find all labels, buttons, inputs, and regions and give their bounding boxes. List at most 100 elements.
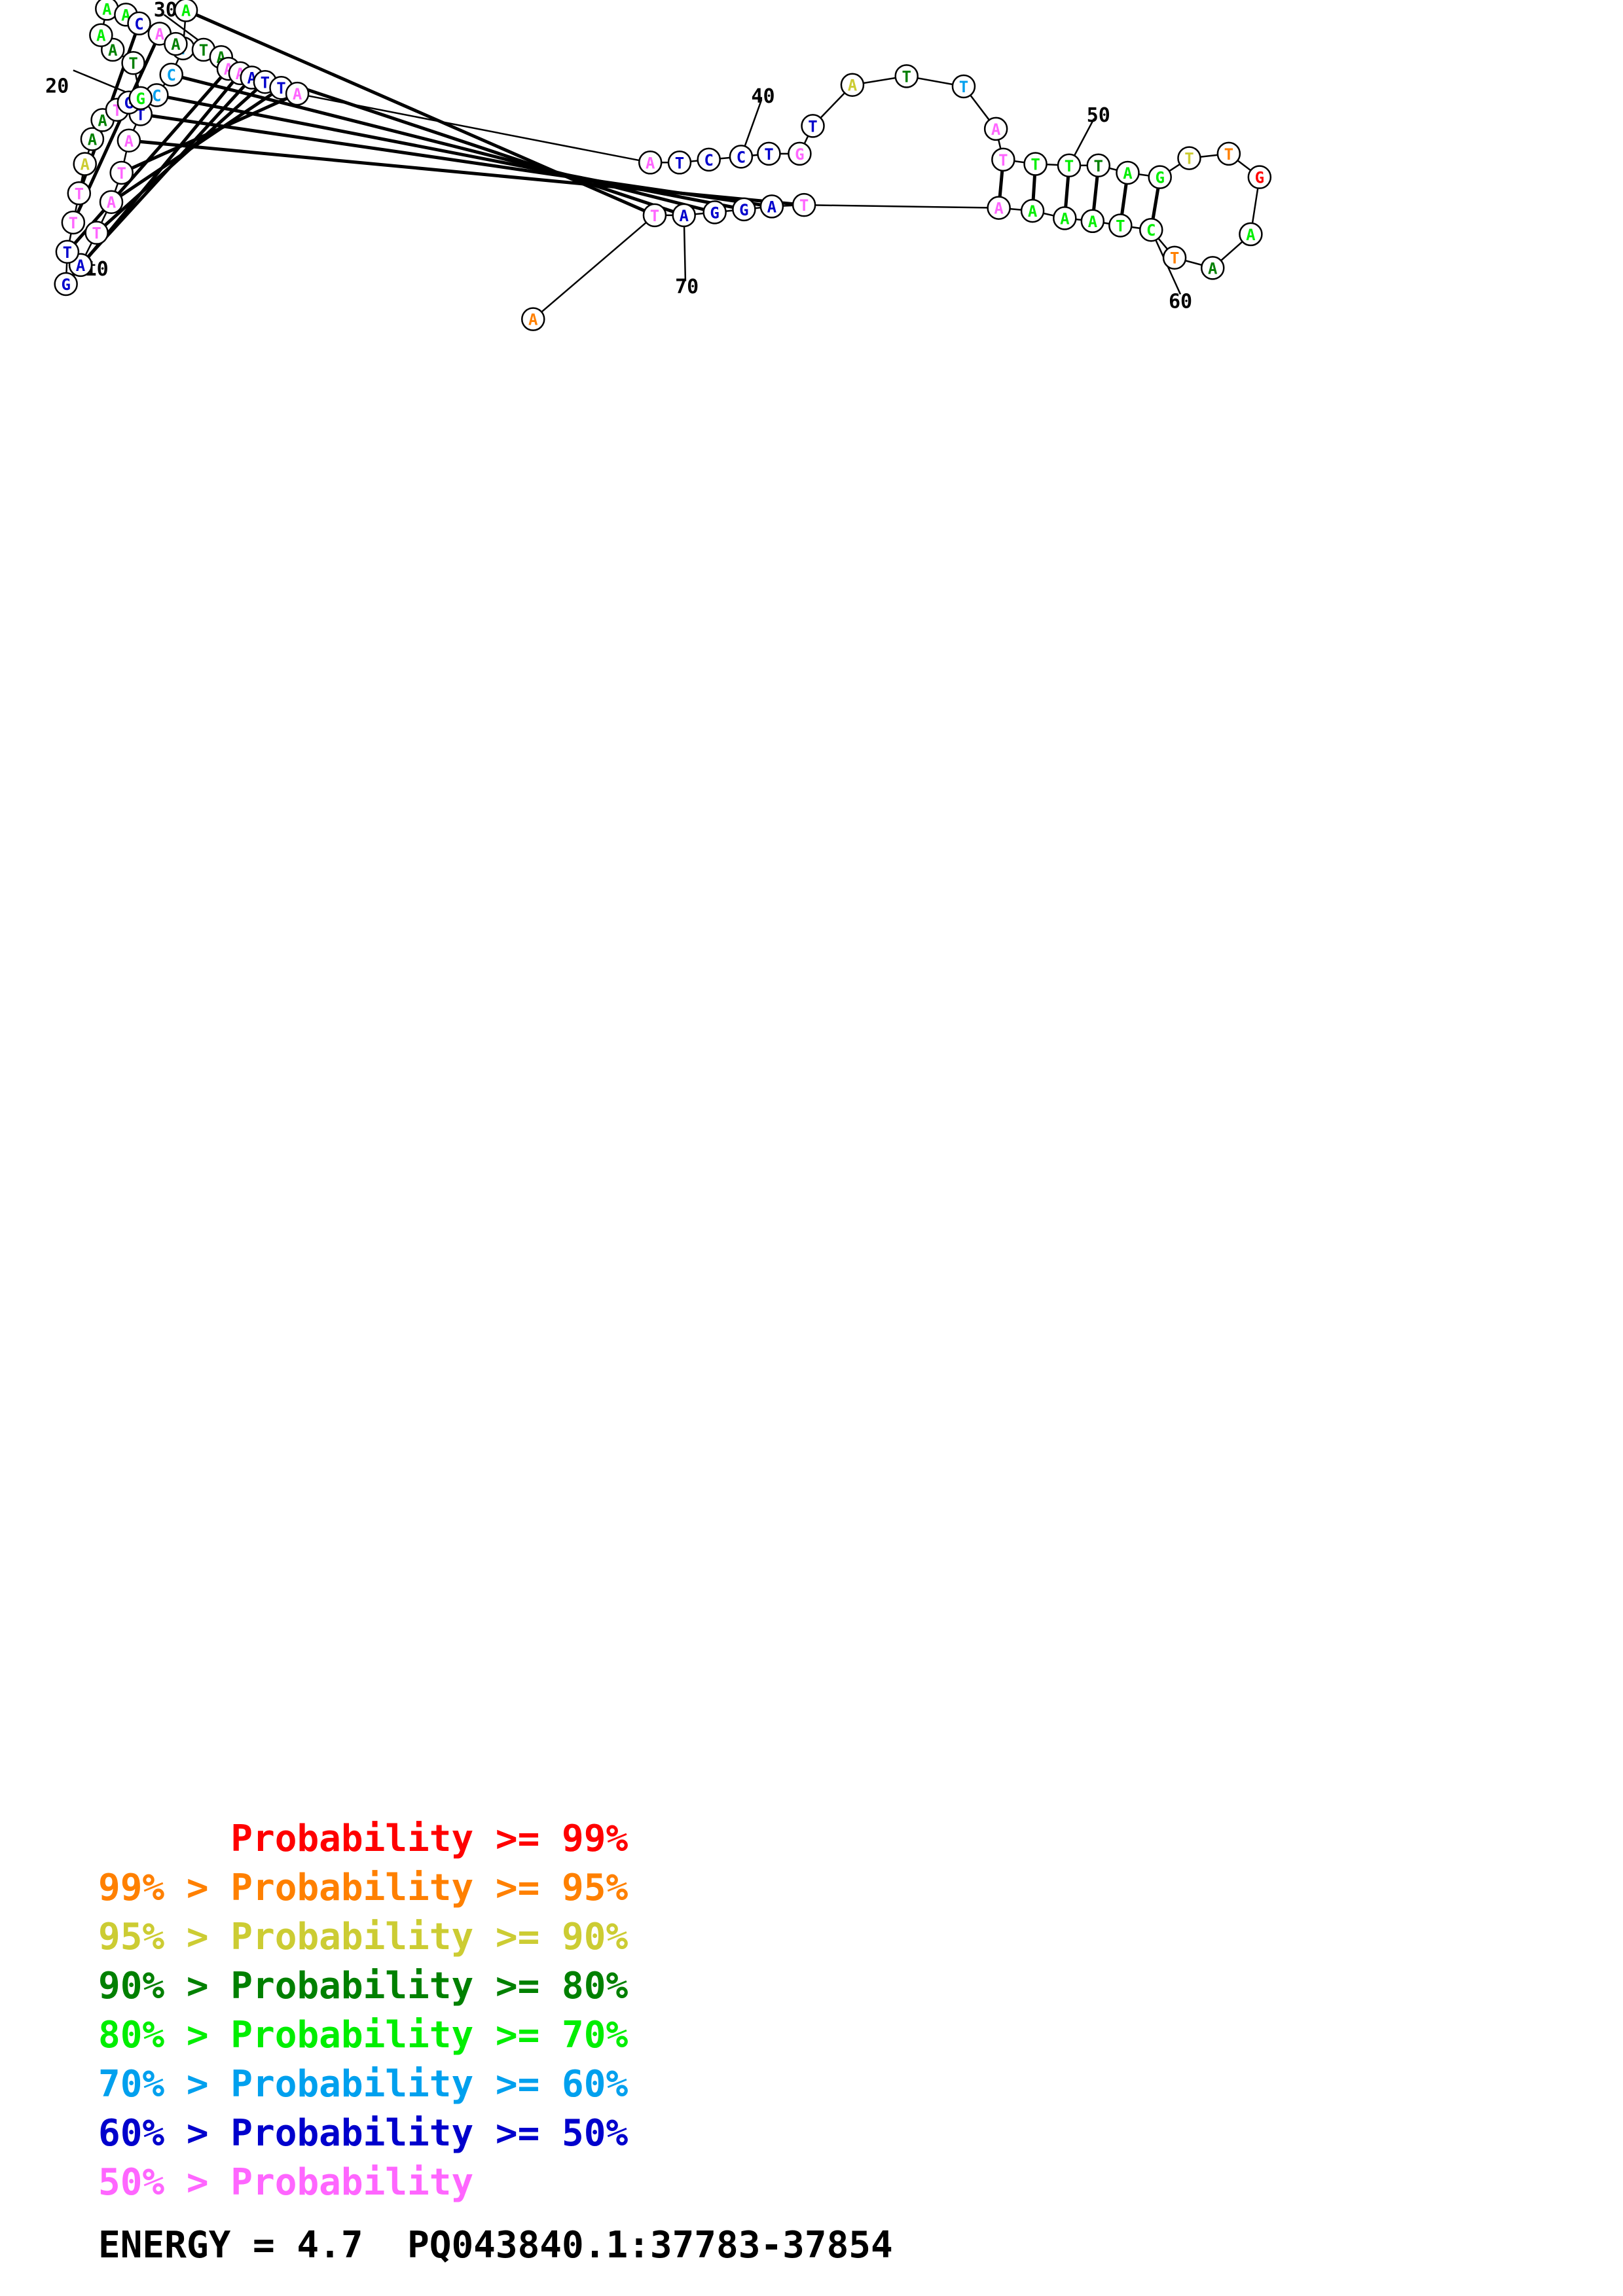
nucleotide-circle [1239,222,1263,247]
nucleotide-circle [89,23,113,47]
nucleotide: A [759,194,784,219]
nucleotide-base: C [704,151,713,170]
nucleotide-circle [67,181,92,206]
legend-range-text: Probability >= 95% [230,1867,629,1909]
nucleotide-base: A [1028,202,1038,221]
nucleotide-circle [55,240,80,264]
nucleotide-circle [99,190,124,214]
nucleotide-base: A [124,132,134,151]
legend-row: 80% > Probability >= 70% [98,2011,628,2060]
nucleotide-circle [1139,217,1163,242]
nucleotides: ATCCTATATAGTTTAAATGGTAAAACAATAAAATTAATCC… [54,0,1272,331]
legend-range-text: Probability >= 99% [230,1818,629,1860]
nucleotide: A [73,152,97,176]
nucleotide-base: A [1088,213,1098,231]
nucleotide: A [89,23,113,47]
base-pair-bond [128,139,805,207]
nucleotide-base: A [293,85,302,103]
nucleotide: G [1247,165,1272,189]
nucleotide-base: T [1170,249,1179,268]
nucleotide-circle [80,127,105,151]
nucleotide: A [1080,209,1105,234]
nucleotide-base: T [764,145,773,164]
position-label: 70 [675,276,699,298]
legend-range-text: Probability >= 70% [230,2014,629,2056]
nucleotide: G [702,200,727,224]
nucleotide-base: T [808,117,817,135]
nucleotide: A [983,117,1008,141]
nucleotide: A [1200,256,1225,280]
nucleotide-base: A [102,0,112,18]
nucleotide-base: C [1146,221,1156,240]
nucleotide-base: G [1255,169,1264,187]
nucleotide-circle [792,192,816,217]
nucleotide-base: A [991,120,1001,139]
nucleotide: G [788,141,812,166]
nucleotide-base: T [75,185,84,203]
base-pair-bond [64,72,242,285]
nucleotide: T [61,210,86,235]
nucleotide: A [840,73,865,97]
nucleotide-circle [697,147,721,172]
nucleotide-base: T [799,196,809,215]
legend-range-prefix: 99% > [98,1867,231,1909]
nucleotide-base: G [136,90,145,108]
nucleotide-circle [759,194,784,219]
legend-range-text: Probability >= 50% [230,2112,629,2155]
nucleotide: T [55,240,80,264]
nucleotide: A [521,307,545,331]
nucleotide-base: G [61,276,70,294]
position-label: 20 [45,75,69,98]
nucleotide: G [54,272,78,296]
nucleotide-circle [951,74,976,99]
position-label: 50 [1087,104,1110,127]
legend-range-prefix: 80% > [98,2014,231,2056]
nucleotide-circle [128,86,153,111]
nucleotide-base: C [167,66,176,84]
nucleotide-circle [732,197,756,222]
legend-range-prefix [98,1818,230,1860]
nucleotide: C [127,11,151,36]
nucleotide-base: C [152,86,161,105]
nucleotide: A [117,128,141,153]
nucleotide-circle [987,196,1011,220]
nucleotide-base: G [1155,169,1164,187]
nucleotide-base: A [108,41,118,60]
legend-range-prefix: 95% > [98,1916,231,1958]
nucleotide: G [732,197,756,222]
nucleotide: T [1057,153,1082,178]
nucleotide-circle [1020,198,1045,223]
nucleotide: A [99,190,124,214]
nucleotide-base: A [1246,226,1256,244]
nucleotide-base: T [650,207,659,225]
nucleotide: T [1162,245,1187,270]
position-label: 40 [751,85,775,108]
nucleotide-circle [672,203,696,228]
nucleotide: T [792,192,816,217]
nucleotide-circle [61,210,86,235]
nucleotide-base: T [276,79,285,98]
nucleotide: A [1020,198,1045,223]
nucleotide-base: T [675,154,684,172]
nucleotide: T [667,151,692,175]
nucleotide-base: A [98,111,107,130]
nucleotide: G [128,86,153,111]
position-label: 30 [154,0,177,22]
legend-row: 95% > Probability >= 90% [98,1912,628,1962]
nucleotide: C [697,147,721,172]
nucleotide: A [1116,160,1140,185]
nucleotide-base: C [134,15,143,33]
legend-range-prefix: 60% > [98,2112,231,2155]
nucleotide-circle [840,73,865,97]
nucleotide-circle [1108,213,1133,238]
nucleotide: A [80,127,105,151]
nucleotide-circle [1080,209,1105,234]
nucleotide-base: T [1184,150,1194,168]
nucleotide: T [894,64,919,88]
nucleotide-circle [983,117,1008,141]
nucleotide-circle [1148,165,1172,189]
energy-label: ENERGY = 4.7 PQ043840.1:37783-37854 [98,2224,893,2267]
nucleotide: A [638,151,663,175]
